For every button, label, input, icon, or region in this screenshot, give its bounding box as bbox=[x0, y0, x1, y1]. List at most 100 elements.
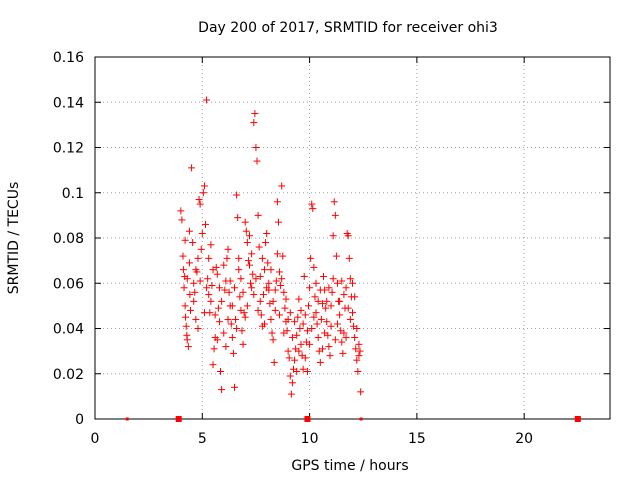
data-point bbox=[338, 277, 346, 285]
data-point bbox=[336, 311, 344, 319]
data-point bbox=[229, 349, 237, 357]
data-point bbox=[323, 297, 331, 305]
data-point bbox=[241, 218, 249, 226]
data-point bbox=[339, 349, 347, 357]
data-point bbox=[273, 250, 281, 258]
data-point bbox=[303, 367, 311, 375]
data-point bbox=[210, 345, 218, 353]
data-point bbox=[308, 200, 316, 208]
data-point bbox=[180, 284, 188, 292]
data-point bbox=[246, 261, 253, 269]
data-point bbox=[213, 336, 221, 344]
data-point bbox=[226, 277, 234, 285]
x-tick-label: 10 bbox=[301, 431, 319, 447]
data-point bbox=[232, 315, 240, 323]
data-point bbox=[204, 275, 212, 283]
data-point bbox=[194, 254, 202, 262]
data-point bbox=[247, 279, 255, 287]
data-point bbox=[336, 297, 344, 305]
data-point bbox=[234, 214, 242, 222]
data-point bbox=[301, 354, 309, 362]
data-point bbox=[230, 284, 238, 292]
data-point bbox=[224, 315, 232, 323]
data-point bbox=[331, 211, 339, 219]
data-point bbox=[200, 309, 208, 317]
data-point bbox=[183, 275, 191, 283]
y-tick-label: 0.04 bbox=[53, 322, 84, 338]
data-point bbox=[205, 254, 213, 262]
data-point bbox=[329, 232, 337, 240]
data-point bbox=[280, 329, 288, 337]
data-point bbox=[269, 336, 277, 344]
data-point bbox=[218, 297, 226, 305]
data-point bbox=[228, 334, 236, 342]
data-point bbox=[268, 329, 276, 337]
data-point bbox=[194, 325, 202, 332]
data-point bbox=[355, 352, 363, 360]
data-point bbox=[203, 284, 211, 292]
data-point bbox=[215, 318, 223, 326]
data-point bbox=[279, 252, 287, 260]
data-point bbox=[327, 302, 335, 310]
data-point bbox=[261, 266, 269, 274]
data-point bbox=[185, 259, 193, 267]
data-points bbox=[177, 96, 365, 398]
data-point bbox=[312, 309, 320, 317]
x-tick-label: 0 bbox=[91, 431, 100, 447]
data-point bbox=[238, 327, 246, 335]
data-point bbox=[235, 254, 243, 262]
data-point bbox=[353, 325, 361, 332]
data-point bbox=[285, 354, 293, 362]
data-point bbox=[301, 311, 309, 319]
data-point bbox=[349, 279, 356, 287]
data-point bbox=[243, 239, 251, 247]
data-point bbox=[183, 336, 191, 344]
data-point bbox=[297, 306, 305, 314]
data-point bbox=[209, 266, 217, 274]
data-point bbox=[198, 229, 206, 237]
data-point bbox=[239, 340, 247, 348]
data-point bbox=[240, 309, 248, 317]
axis-marker bbox=[574, 416, 581, 422]
data-point bbox=[221, 286, 229, 294]
data-point bbox=[344, 304, 352, 312]
data-point bbox=[239, 288, 247, 296]
data-point bbox=[257, 311, 265, 319]
data-point bbox=[271, 286, 279, 294]
data-point bbox=[179, 252, 187, 260]
data-point bbox=[276, 311, 284, 319]
data-point bbox=[258, 254, 266, 262]
data-point bbox=[311, 293, 319, 301]
data-point bbox=[309, 205, 317, 213]
data-point bbox=[327, 322, 335, 330]
data-point bbox=[306, 340, 314, 348]
data-point bbox=[192, 266, 200, 274]
data-point bbox=[277, 282, 285, 290]
data-point bbox=[190, 279, 198, 287]
data-point bbox=[355, 340, 363, 348]
data-point bbox=[182, 322, 190, 330]
data-point bbox=[286, 372, 294, 380]
data-point bbox=[328, 288, 336, 296]
data-point bbox=[278, 275, 286, 283]
data-point bbox=[256, 297, 264, 305]
data-point bbox=[227, 320, 235, 328]
data-point bbox=[340, 329, 348, 337]
data-point bbox=[213, 270, 221, 278]
y-tick-label: 0.06 bbox=[53, 276, 84, 292]
data-point bbox=[351, 334, 359, 342]
data-point bbox=[300, 272, 308, 280]
data-point bbox=[318, 300, 326, 308]
data-point bbox=[182, 313, 190, 321]
y-tick-label: 0 bbox=[75, 412, 84, 428]
data-point bbox=[263, 229, 271, 237]
data-point bbox=[352, 345, 360, 353]
data-point bbox=[306, 284, 314, 292]
data-point bbox=[255, 243, 263, 251]
data-point bbox=[314, 297, 322, 305]
data-point bbox=[262, 239, 270, 247]
data-point bbox=[243, 302, 251, 310]
data-point bbox=[235, 266, 243, 274]
data-point bbox=[242, 227, 250, 235]
data-point bbox=[236, 293, 244, 301]
